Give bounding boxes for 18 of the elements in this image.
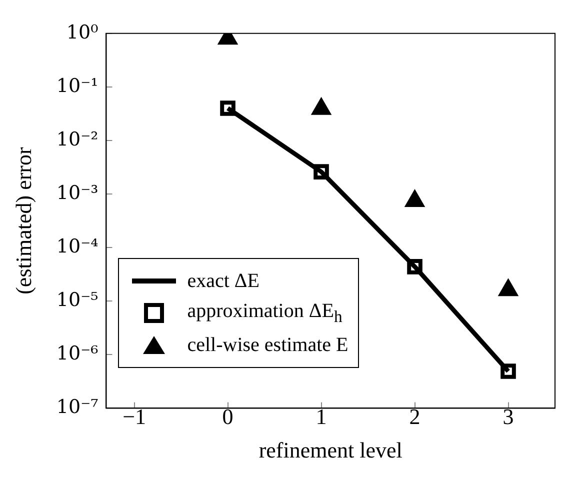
legend-label: approximation ΔE$_{h}$ bbox=[186, 300, 344, 327]
x-tick-label: −1 bbox=[122, 404, 146, 430]
y-tick-label: 10⁻² bbox=[56, 128, 98, 150]
x-tick-label: 0 bbox=[222, 404, 234, 430]
y-axis-title: (estimated) error bbox=[10, 146, 36, 294]
x-tick-label: 1 bbox=[316, 404, 327, 430]
x-axis-title: refinement level bbox=[258, 438, 402, 463]
y-tick-label: 10⁰ bbox=[66, 21, 99, 44]
y-tick-label: 10⁻⁵ bbox=[56, 289, 98, 312]
y-tick-label: 10⁻¹ bbox=[56, 74, 98, 97]
x-tick-label: 2 bbox=[409, 404, 420, 430]
y-tick-label: 10⁻⁴ bbox=[56, 236, 99, 258]
y-tick-label: 10⁻⁶ bbox=[56, 342, 99, 365]
y-tick-label: 10⁻³ bbox=[56, 182, 98, 204]
x-tick-label: 3 bbox=[502, 404, 514, 430]
legend-label: cell-wise estimate E bbox=[186, 334, 348, 357]
legend-label: exact ΔE bbox=[186, 270, 260, 293]
y-tick-label: 10⁻⁷ bbox=[56, 396, 99, 418]
